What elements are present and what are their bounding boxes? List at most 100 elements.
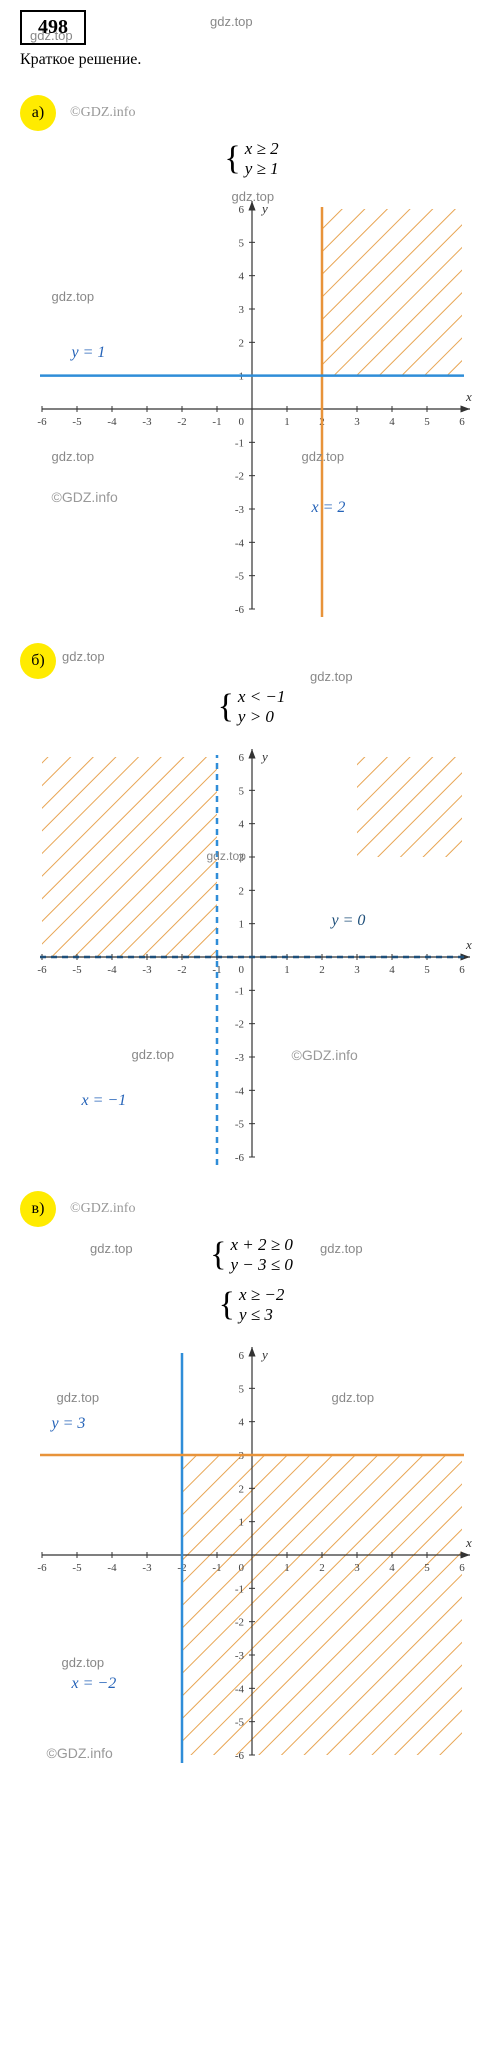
gdz-info: ©GDZ.info	[47, 1745, 113, 1761]
system-line: x ≥ 2	[245, 139, 279, 159]
svg-text:6: 6	[459, 964, 465, 976]
svg-text:1: 1	[284, 964, 290, 976]
label-xm2: x = −2	[72, 1675, 117, 1693]
svg-text:1: 1	[284, 416, 290, 428]
svg-text:x: x	[465, 389, 472, 404]
system-c2: { x ≥ −2 y ≤ 3	[20, 1285, 483, 1325]
letter-badge-c: в)	[20, 1191, 56, 1227]
svg-text:5: 5	[238, 237, 244, 249]
svg-text:3: 3	[354, 416, 360, 428]
svg-text:0: 0	[238, 1562, 244, 1574]
gdz-info: ©GDZ.info	[70, 1201, 135, 1217]
svg-text:2: 2	[319, 964, 325, 976]
system-line: y > 0	[238, 707, 286, 727]
svg-text:-2: -2	[234, 471, 243, 483]
svg-text:4: 4	[238, 819, 244, 831]
svg-text:-1: -1	[234, 437, 243, 449]
svg-text:1: 1	[284, 1562, 290, 1574]
svg-text:-1: -1	[212, 1562, 221, 1574]
watermark-gdz: gdz.top	[232, 189, 275, 204]
svg-text:-5: -5	[72, 416, 82, 428]
svg-text:1: 1	[238, 919, 244, 931]
svg-text:-6: -6	[37, 416, 47, 428]
svg-text:-3: -3	[234, 1650, 244, 1662]
chart-b: xy-6-5-4-3-2-1123456-6-5-4-3-2-11234560 …	[22, 737, 482, 1177]
watermark-gdz: gdz.top	[320, 1241, 363, 1256]
section-title: Краткое решение.	[20, 51, 483, 69]
watermark-gdz: gdz.top	[30, 28, 73, 43]
svg-text:x: x	[465, 937, 472, 952]
chart-c: xy-6-5-4-3-2-1123456-6-5-4-3-2-11234560 …	[22, 1335, 482, 1775]
label-y3: y = 3	[52, 1415, 86, 1433]
svg-text:6: 6	[238, 1350, 244, 1362]
svg-text:5: 5	[424, 416, 430, 428]
label-y0: y = 0	[332, 912, 366, 930]
gdz-info: ©GDZ.info	[70, 105, 135, 121]
svg-text:-5: -5	[72, 964, 82, 976]
svg-text:y: y	[260, 1347, 268, 1362]
svg-text:y: y	[260, 749, 268, 764]
svg-text:2: 2	[238, 885, 244, 897]
svg-text:-5: -5	[72, 1562, 82, 1574]
svg-text:-2: -2	[177, 964, 186, 976]
watermark-gdz: gdz.top	[57, 1390, 100, 1405]
svg-text:-4: -4	[107, 416, 117, 428]
watermark-gdz: gdz.top	[310, 669, 353, 684]
svg-text:4: 4	[389, 964, 395, 976]
watermark-gdz: gdz.top	[207, 849, 246, 863]
svg-text:-3: -3	[142, 1562, 152, 1574]
svg-text:-6: -6	[234, 604, 244, 616]
svg-text:6: 6	[459, 1562, 465, 1574]
svg-text:1: 1	[238, 1517, 244, 1529]
svg-text:-6: -6	[37, 964, 47, 976]
svg-text:-3: -3	[234, 504, 244, 516]
watermark-gdz: gdz.top	[210, 14, 253, 29]
svg-text:6: 6	[459, 416, 465, 428]
label-x2: x = 2	[312, 499, 346, 517]
svg-text:-4: -4	[234, 537, 244, 549]
svg-text:6: 6	[238, 752, 244, 764]
svg-text:4: 4	[238, 271, 244, 283]
svg-text:3: 3	[354, 1562, 360, 1574]
system-a: { x ≥ 2 y ≥ 1	[20, 139, 483, 179]
letter-badge-b: б)	[20, 643, 56, 679]
svg-text:4: 4	[389, 1562, 395, 1574]
system-line: x < −1	[238, 687, 286, 707]
svg-text:-1: -1	[234, 985, 243, 997]
watermark-gdz: gdz.top	[52, 449, 95, 464]
svg-text:-5: -5	[234, 1119, 244, 1131]
svg-text:-6: -6	[234, 1750, 244, 1762]
svg-text:-4: -4	[107, 1562, 117, 1574]
svg-text:3: 3	[354, 964, 360, 976]
svg-text:5: 5	[238, 1383, 244, 1395]
watermark-gdz: gdz.top	[332, 1390, 375, 1405]
label-y1: y = 1	[72, 344, 106, 362]
svg-text:-3: -3	[142, 416, 152, 428]
svg-text:-1: -1	[234, 1583, 243, 1595]
svg-text:2: 2	[238, 1483, 244, 1495]
svg-text:-4: -4	[107, 964, 117, 976]
system-line: y ≤ 3	[239, 1305, 284, 1325]
svg-text:-1: -1	[212, 416, 221, 428]
svg-text:6: 6	[238, 204, 244, 216]
watermark-gdz: gdz.top	[62, 1655, 105, 1670]
svg-text:-4: -4	[234, 1683, 244, 1695]
watermark-gdz: gdz.top	[62, 649, 105, 664]
svg-text:4: 4	[238, 1417, 244, 1429]
svg-text:-5: -5	[234, 1717, 244, 1729]
watermark-gdz: gdz.top	[90, 1241, 133, 1256]
system-line: y ≥ 1	[245, 159, 279, 179]
svg-text:-3: -3	[234, 1052, 244, 1064]
svg-text:-2: -2	[234, 1019, 243, 1031]
system-line: y − 3 ≤ 0	[230, 1255, 292, 1275]
svg-text:x: x	[465, 1535, 472, 1550]
svg-text:-2: -2	[177, 416, 186, 428]
gdz-info: ©GDZ.info	[292, 1047, 358, 1063]
svg-text:3: 3	[238, 304, 244, 316]
label-xm1: x = −1	[82, 1092, 127, 1110]
svg-text:-4: -4	[234, 1085, 244, 1097]
svg-text:5: 5	[424, 1562, 430, 1574]
watermark-gdz: gdz.top	[302, 449, 345, 464]
svg-text:5: 5	[238, 785, 244, 797]
svg-text:-5: -5	[234, 571, 244, 583]
